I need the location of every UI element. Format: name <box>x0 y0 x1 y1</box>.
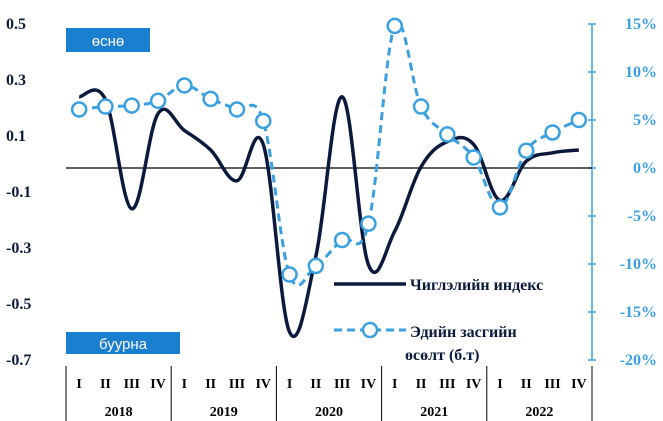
series-point-growth <box>202 90 219 108</box>
legend-label-index: Чиглэлийн индекс <box>410 277 543 294</box>
right-tick-label: 15% <box>625 16 657 33</box>
legend-swatch-growth-marker <box>361 321 379 339</box>
series-point-growth <box>228 101 246 118</box>
quarter-tick-label: I <box>182 377 187 392</box>
year-label: 2018 <box>105 405 133 420</box>
left-tick-label: 0.5 <box>6 16 26 33</box>
annotation-top-text: өснө <box>92 33 124 50</box>
annotation-bottom-badge <box>66 332 180 354</box>
quarter-tick-label: III <box>334 377 350 392</box>
quarter-tick-label: II <box>521 377 532 392</box>
series-point-growth <box>518 142 535 159</box>
annotation-bottom-text: буурна <box>99 336 148 353</box>
right-tick-label: -10% <box>620 256 657 273</box>
series-point-growth <box>307 257 325 275</box>
quarter-tick-label: IV <box>466 377 482 392</box>
series-point-growth <box>412 98 430 115</box>
right-tick-label: -20% <box>620 352 657 369</box>
series-point-growth <box>570 111 588 129</box>
series-line-index <box>78 88 580 338</box>
quarter-tick-label: III <box>229 377 245 392</box>
quarter-tick-label: I <box>287 377 292 392</box>
annotation-bottom: буурна <box>66 332 180 354</box>
quarter-tick-label: I <box>392 377 397 392</box>
series-point-growth <box>360 215 377 232</box>
series-point-growth <box>70 101 88 118</box>
right-tick-label: -15% <box>620 304 657 321</box>
right-tick-label: 10% <box>625 64 657 81</box>
series-point-growth <box>333 231 351 249</box>
year-label: 2021 <box>420 405 448 420</box>
left-tick-label: -0.3 <box>6 240 31 257</box>
left-axis-ticks: 0.5 0.3 0.1 -0.1 -0.3 -0.5 -0.7 <box>6 16 31 369</box>
legend: Чиглэлийн индекс Эдийн засгийн өсөлт (б.… <box>334 277 543 364</box>
quarter-tick-label: II <box>416 377 427 392</box>
year-label: 2022 <box>525 405 553 420</box>
right-axis-ticks: 15% 10% 5% 0% -5% -10% -15% -20% <box>620 16 657 369</box>
series-point-growth <box>465 149 482 166</box>
series-point-growth <box>176 77 193 94</box>
quarter-tick-label: IV <box>571 377 587 392</box>
quarter-tick-label: I <box>76 377 81 392</box>
year-label: 2020 <box>315 405 343 420</box>
quarter-tick-label: II <box>310 377 321 392</box>
series-point-growth <box>386 17 403 35</box>
series-point-growth <box>491 199 509 216</box>
left-tick-label: -0.1 <box>6 184 31 201</box>
quarter-tick-label: II <box>205 377 216 392</box>
series-point-growth <box>123 97 140 114</box>
left-tick-label: -0.5 <box>6 296 31 313</box>
right-tick-label: 0% <box>633 160 657 177</box>
legend-label-growth-line1: Эдийн засгийн <box>410 324 517 341</box>
left-tick-label: 0.3 <box>6 72 26 89</box>
quarter-tick-label: IV <box>361 377 377 392</box>
series-line-growth <box>78 21 580 287</box>
series-layer <box>70 17 588 338</box>
series-point-growth <box>149 92 167 110</box>
category-axis: I II III IV I II III IV I II III IV I II III IV I II III IV… <box>65 366 593 421</box>
quarter-tick-label: III <box>544 377 560 392</box>
series-point-growth <box>439 126 456 143</box>
series-point-growth <box>281 266 298 283</box>
right-tick-label: 5% <box>633 112 657 129</box>
quarter-tick-label: II <box>100 377 111 392</box>
series-point-growth <box>544 124 561 141</box>
legend-label-growth-line2: өсөлт (б.т) <box>405 347 479 364</box>
left-tick-label: 0.1 <box>6 128 26 145</box>
series-point-growth <box>97 98 114 115</box>
quarter-tick-label: IV <box>150 377 166 392</box>
quarter-tick-label: III <box>124 377 140 392</box>
annotation-top-badge <box>66 28 150 52</box>
year-label: 2019 <box>210 405 238 420</box>
right-tick-label: -5% <box>628 208 657 225</box>
quarter-tick-label: IV <box>255 377 271 392</box>
quarter-tick-label: III <box>439 377 455 392</box>
annotation-top: өснө <box>66 28 150 52</box>
left-tick-label: -0.7 <box>6 352 31 369</box>
quarter-tick-label: I <box>497 377 502 392</box>
series-point-growth <box>255 112 272 130</box>
